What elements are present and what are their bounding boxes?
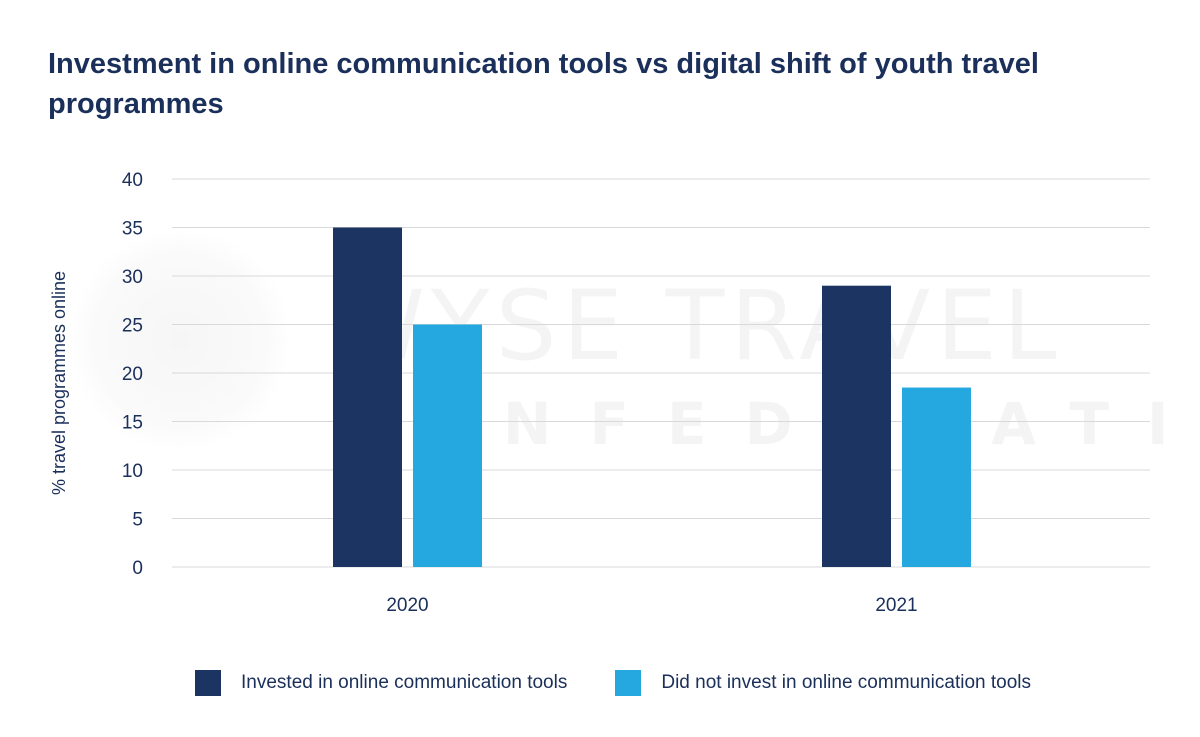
y-axis-title: % travel programmes online [49, 271, 69, 495]
bar-2021-series-2 [902, 387, 971, 567]
legend-item-series-2: Did not invest in online communication t… [615, 670, 1031, 696]
y-tick-label: 30 [122, 267, 143, 288]
legend-item-series-1: Invested in online communication tools [195, 670, 567, 696]
y-tick-label: 0 [132, 558, 143, 579]
legend-swatch-series-2 [615, 670, 642, 696]
bar-2020-series-2 [413, 324, 482, 567]
legend-swatch-series-1 [195, 670, 221, 696]
x-tick-label: 2021 [875, 595, 917, 616]
grid-lines [172, 178, 1150, 568]
y-axis-ticks: 0 5 10 15 20 25 30 35 40 [122, 170, 143, 579]
y-tick-label: 5 [132, 510, 143, 531]
chart-title: Investment in online communication tools… [48, 48, 1039, 120]
bar-2021-series-1 [822, 285, 891, 567]
y-tick-label: 35 [122, 219, 143, 240]
y-tick-label: 25 [122, 316, 143, 337]
legend: Invested in online communication tools D… [195, 670, 1079, 696]
y-tick-label: 10 [122, 461, 143, 482]
legend-label-series-2: Did not invest in online communication t… [661, 672, 1031, 693]
bars [333, 227, 971, 567]
y-tick-label: 15 [122, 413, 143, 434]
y-tick-label: 20 [122, 364, 143, 385]
x-tick-label: 2020 [386, 595, 428, 616]
bar-2020-series-1 [333, 227, 402, 567]
x-axis-ticks: 2020 2021 [386, 595, 917, 616]
legend-label-series-1: Invested in online communication tools [241, 672, 568, 693]
y-tick-label: 40 [122, 170, 143, 191]
